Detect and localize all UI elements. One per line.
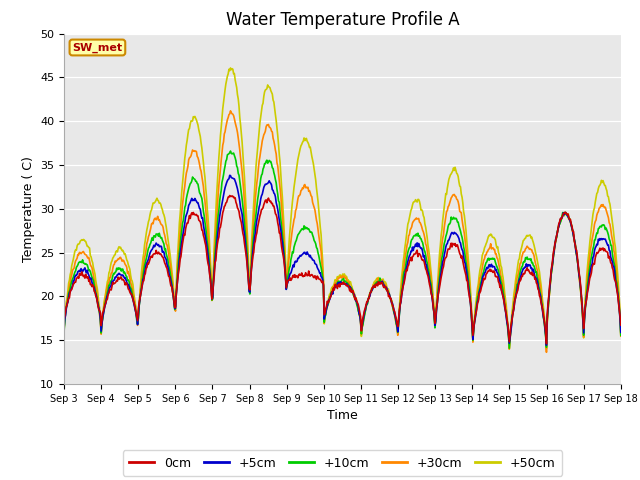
+30cm (127, 282, 135, 288)
+5cm (411, 244, 419, 250)
+10cm (227, 148, 234, 154)
+30cm (184, 164, 192, 169)
+50cm (127, 276, 135, 282)
0cm (127, 291, 135, 297)
+50cm (60, 326, 68, 332)
+5cm (70, 277, 78, 283)
+30cm (411, 216, 419, 222)
+50cm (227, 65, 234, 71)
Line: +50cm: +50cm (64, 68, 621, 349)
+5cm (428, 288, 435, 294)
+50cm (617, 332, 625, 338)
+50cm (184, 132, 192, 137)
+10cm (70, 272, 78, 278)
Line: +10cm: +10cm (64, 151, 621, 348)
+30cm (60, 327, 68, 333)
Title: Water Temperature Profile A: Water Temperature Profile A (225, 11, 460, 29)
0cm (184, 220, 192, 226)
+10cm (411, 232, 419, 238)
+30cm (214, 205, 221, 211)
+10cm (214, 222, 221, 228)
+10cm (60, 330, 68, 336)
+50cm (428, 270, 435, 276)
Legend: 0cm, +5cm, +10cm, +30cm, +50cm: 0cm, +5cm, +10cm, +30cm, +50cm (123, 450, 562, 476)
+10cm (506, 345, 513, 351)
+5cm (226, 172, 234, 178)
+5cm (127, 292, 135, 298)
0cm (543, 341, 550, 347)
+30cm (428, 276, 435, 281)
+5cm (214, 235, 221, 240)
+50cm (70, 252, 78, 258)
0cm (617, 322, 625, 328)
+5cm (617, 329, 625, 335)
0cm (70, 281, 78, 287)
+10cm (184, 189, 192, 194)
0cm (60, 318, 68, 324)
0cm (226, 192, 234, 198)
+30cm (617, 333, 625, 339)
Line: +5cm: +5cm (64, 175, 621, 345)
Y-axis label: Temperature ( C): Temperature ( C) (22, 156, 35, 262)
Text: SW_met: SW_met (72, 42, 122, 53)
+50cm (214, 180, 221, 186)
+5cm (184, 207, 192, 213)
X-axis label: Time: Time (327, 409, 358, 422)
0cm (428, 290, 435, 296)
+30cm (70, 265, 78, 271)
+10cm (617, 332, 625, 338)
+50cm (506, 346, 513, 352)
Line: 0cm: 0cm (64, 195, 621, 344)
Line: +30cm: +30cm (64, 111, 621, 352)
+5cm (60, 326, 68, 332)
+5cm (543, 342, 550, 348)
+10cm (428, 281, 435, 287)
+30cm (227, 108, 234, 114)
+10cm (127, 287, 135, 292)
0cm (411, 252, 419, 257)
0cm (214, 241, 221, 247)
+30cm (543, 349, 550, 355)
+50cm (411, 199, 419, 204)
